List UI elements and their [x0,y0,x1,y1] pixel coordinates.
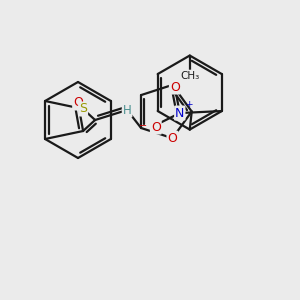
Text: O: O [73,97,83,110]
Text: O: O [170,80,180,94]
Text: H: H [123,103,131,116]
Text: N: N [175,106,184,119]
Text: −: − [139,121,147,131]
Text: O: O [167,132,177,145]
Text: CH₃: CH₃ [180,70,200,80]
Text: O: O [151,121,161,134]
Text: +: + [185,100,193,109]
Text: S: S [79,103,87,116]
